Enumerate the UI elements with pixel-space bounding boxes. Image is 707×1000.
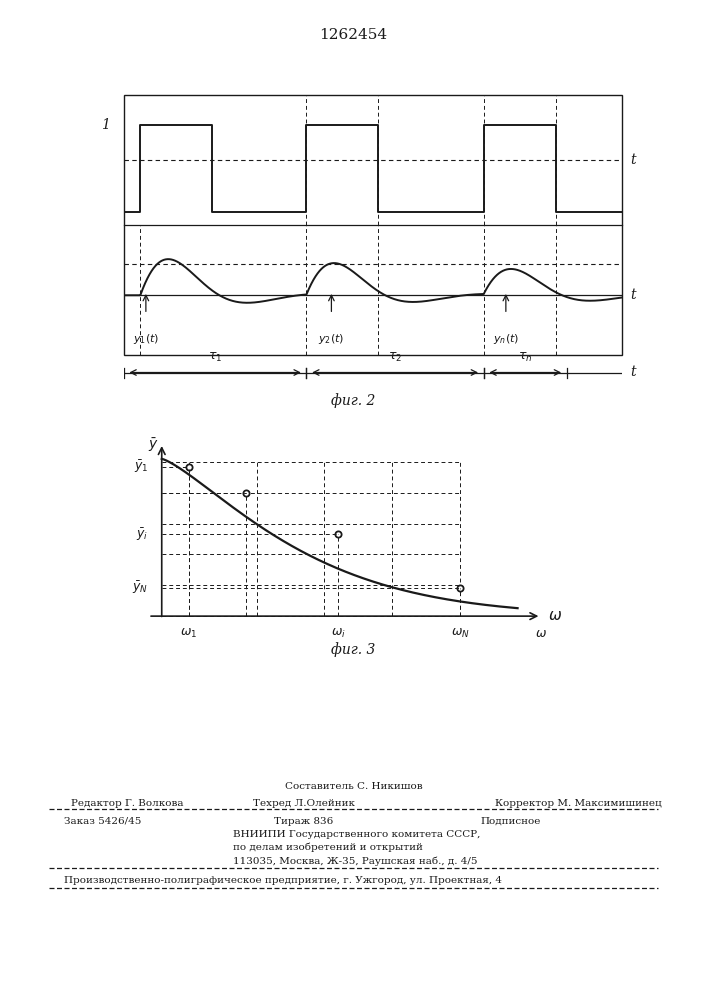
Text: ВНИИПИ Государственного комитета СССР,: ВНИИПИ Государственного комитета СССР,: [233, 830, 481, 839]
Text: по делам изобретений и открытий: по делам изобретений и открытий: [233, 843, 423, 852]
Text: $\tau_2$: $\tau_2$: [388, 351, 402, 364]
Text: Тираж 836: Тираж 836: [274, 817, 334, 826]
Text: Производственно-полиграфическое предприятие, г. Ужгород, ул. Проектная, 4: Производственно-полиграфическое предприя…: [64, 876, 502, 885]
Text: $\omega_1$: $\omega_1$: [180, 627, 197, 640]
Text: t: t: [631, 153, 636, 167]
Text: $y_1(t)$: $y_1(t)$: [133, 332, 159, 346]
Text: $\bar{y}_N$: $\bar{y}_N$: [132, 580, 148, 596]
Text: $\bar{y}$: $\bar{y}$: [148, 436, 158, 454]
Text: Заказ 5426/45: Заказ 5426/45: [64, 817, 141, 826]
Text: $\omega_N$: $\omega_N$: [450, 627, 469, 640]
Text: $\tau_1$: $\tau_1$: [208, 351, 222, 364]
Text: 1: 1: [101, 118, 110, 132]
Text: $\bar{y}_1$: $\bar{y}_1$: [134, 458, 148, 475]
Text: $\omega_i$: $\omega_i$: [331, 627, 346, 640]
Text: Подписное: Подписное: [481, 817, 541, 826]
Text: Корректор М. Максимишинец: Корректор М. Максимишинец: [495, 799, 662, 808]
Text: $\tau_n$: $\tau_n$: [518, 351, 532, 364]
Text: Редактор Г. Волкова: Редактор Г. Волкова: [71, 799, 183, 808]
Text: $\bar{y}_i$: $\bar{y}_i$: [136, 526, 148, 543]
Text: фиг. 2: фиг. 2: [332, 393, 375, 408]
Text: t: t: [631, 365, 636, 379]
Text: $\omega$: $\omega$: [548, 609, 562, 623]
Text: $y_2(t)$: $y_2(t)$: [318, 332, 344, 346]
Text: $\omega$: $\omega$: [535, 627, 547, 640]
Text: Составитель С. Никишов: Составитель С. Никишов: [285, 782, 422, 791]
Text: 1262454: 1262454: [320, 28, 387, 42]
Text: $y_n(t)$: $y_n(t)$: [493, 332, 519, 346]
Text: Техред Л.Олейник: Техред Л.Олейник: [253, 799, 355, 808]
Text: 113035, Москва, Ж-35, Раушская наб., д. 4/5: 113035, Москва, Ж-35, Раушская наб., д. …: [233, 856, 478, 866]
Text: фиг. 3: фиг. 3: [332, 642, 375, 657]
Text: t: t: [631, 288, 636, 302]
